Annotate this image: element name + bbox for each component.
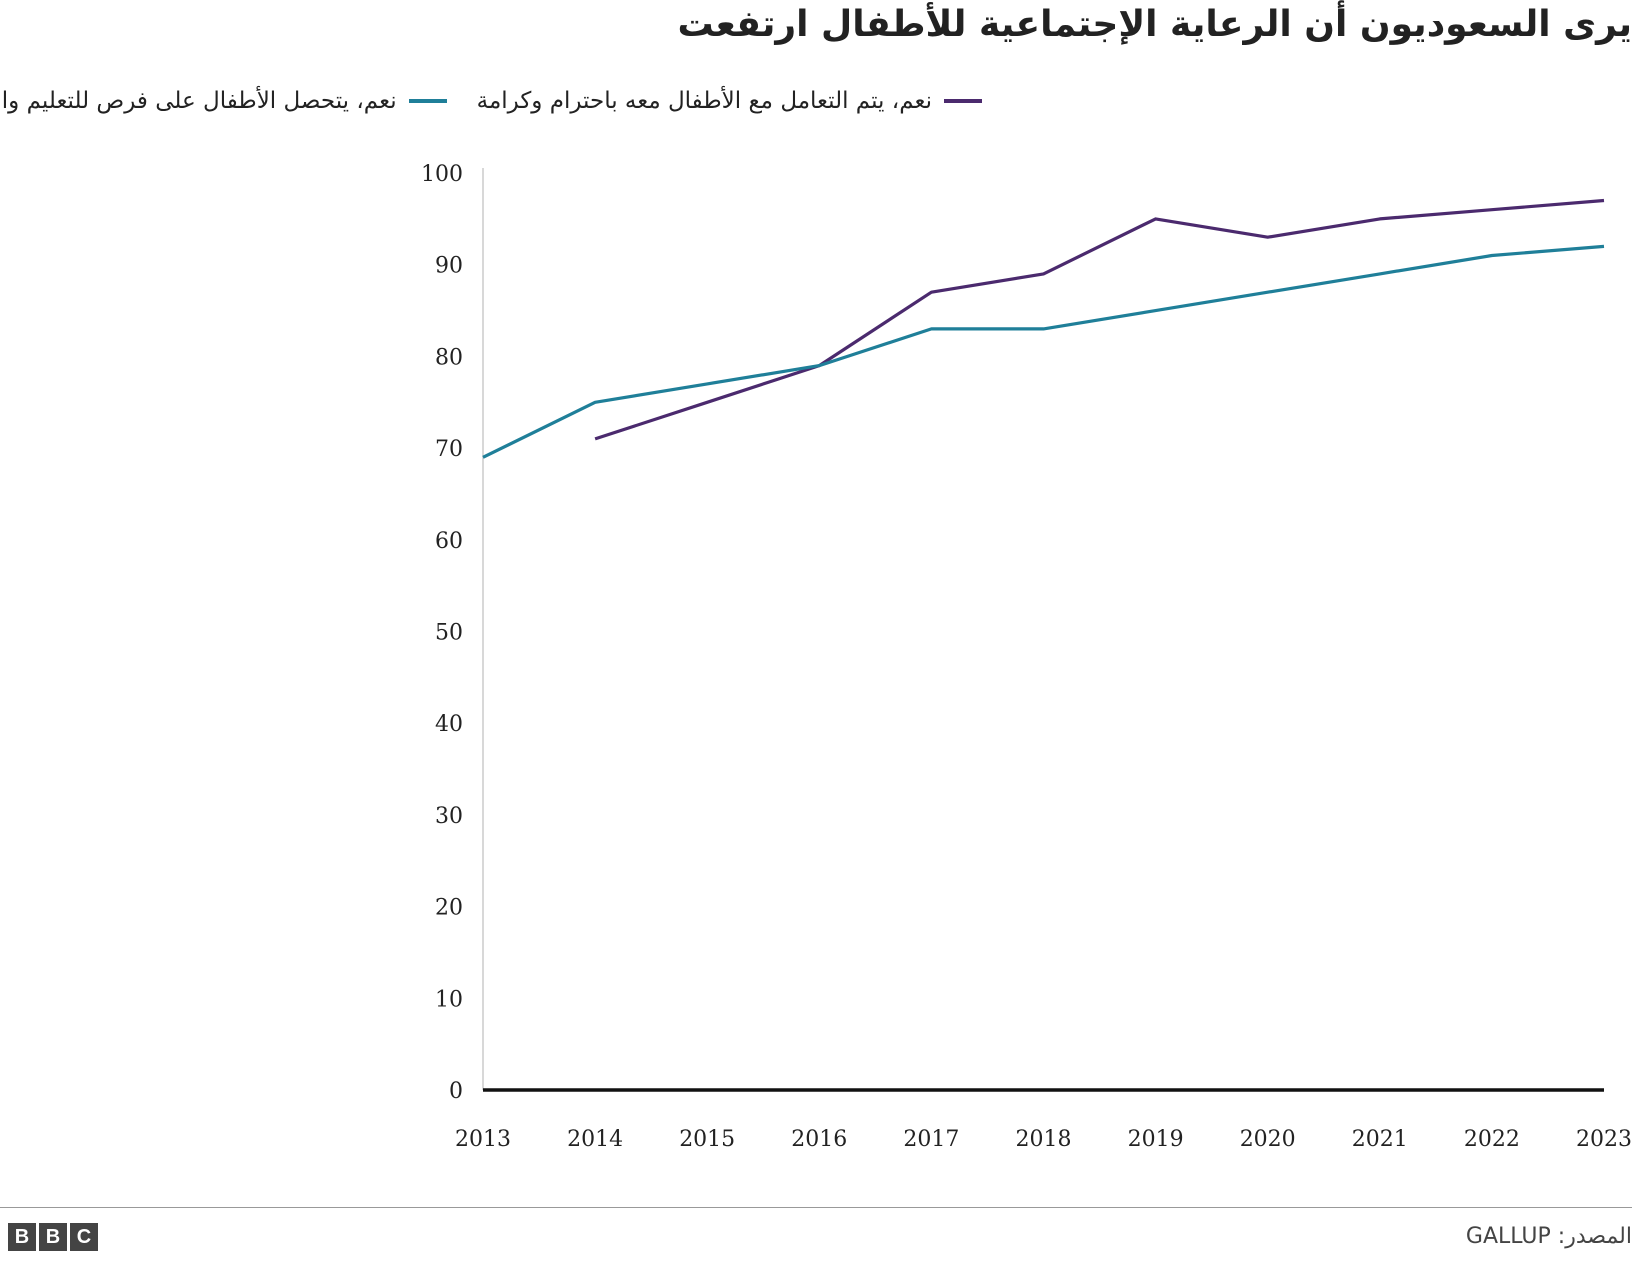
legend-item-education: نعم، يتحصل الأطفال على فرص للتعليم والتط… xyxy=(0,88,447,114)
x-tick-label: 2017 xyxy=(903,1127,959,1152)
source-note: المصدر: GALLUP xyxy=(1465,1224,1632,1249)
legend-label-education: نعم، يتحصل الأطفال على فرص للتعليم والتط… xyxy=(0,88,397,114)
x-tick-label: 2013 xyxy=(455,1127,511,1152)
series-line-0 xyxy=(594,198,1605,441)
chart-title: يرى السعوديون أن الرعاية الإجتماعية للأط… xyxy=(677,4,1632,45)
x-tick-label: 2016 xyxy=(791,1127,847,1152)
y-tick-label: 60 xyxy=(435,529,463,554)
x-tick-label: 2021 xyxy=(1352,1127,1408,1152)
legend: نعم، يتم التعامل مع الأطفال معه باحترام … xyxy=(0,88,982,114)
y-tick-label: 30 xyxy=(435,804,463,829)
series-line-1 xyxy=(482,244,1605,459)
x-tick-label: 2022 xyxy=(1464,1127,1520,1152)
logo-letter: B xyxy=(8,1223,36,1251)
line-chart: 0 10 20 30 40 50 60 70 80 90 100 2013 2014 2015 2016 20… xyxy=(421,162,1632,1152)
x-tick-label: 2020 xyxy=(1240,1127,1296,1152)
legend-item-respect: نعم، يتم التعامل مع الأطفال معه باحترام … xyxy=(477,88,982,114)
y-tick-label: 80 xyxy=(435,345,463,370)
y-tick-label: 10 xyxy=(435,987,463,1012)
y-tick-label: 90 xyxy=(435,254,463,279)
y-tick-label: 50 xyxy=(435,621,463,646)
footer-divider xyxy=(0,1207,1632,1208)
y-tick-label: 100 xyxy=(421,162,463,187)
legend-label-respect: نعم، يتم التعامل مع الأطفال معه باحترام … xyxy=(476,88,932,114)
x-tick-label: 2014 xyxy=(567,1127,623,1152)
y-tick-label: 40 xyxy=(435,712,463,737)
x-tick-label: 2023 xyxy=(1576,1127,1632,1152)
y-tick-label: 0 xyxy=(449,1079,463,1104)
bbc-logo: B B C xyxy=(8,1223,101,1251)
x-tick-label: 2019 xyxy=(1128,1127,1184,1152)
x-tick-label: 2018 xyxy=(1016,1127,1072,1152)
legend-swatch-education xyxy=(408,99,447,103)
x-tick-label: 2015 xyxy=(679,1127,735,1152)
legend-swatch-respect xyxy=(944,99,982,103)
logo-letter: B xyxy=(39,1223,67,1251)
y-tick-label: 70 xyxy=(435,437,463,462)
y-tick-label: 20 xyxy=(435,896,463,921)
logo-letter: C xyxy=(70,1223,98,1251)
